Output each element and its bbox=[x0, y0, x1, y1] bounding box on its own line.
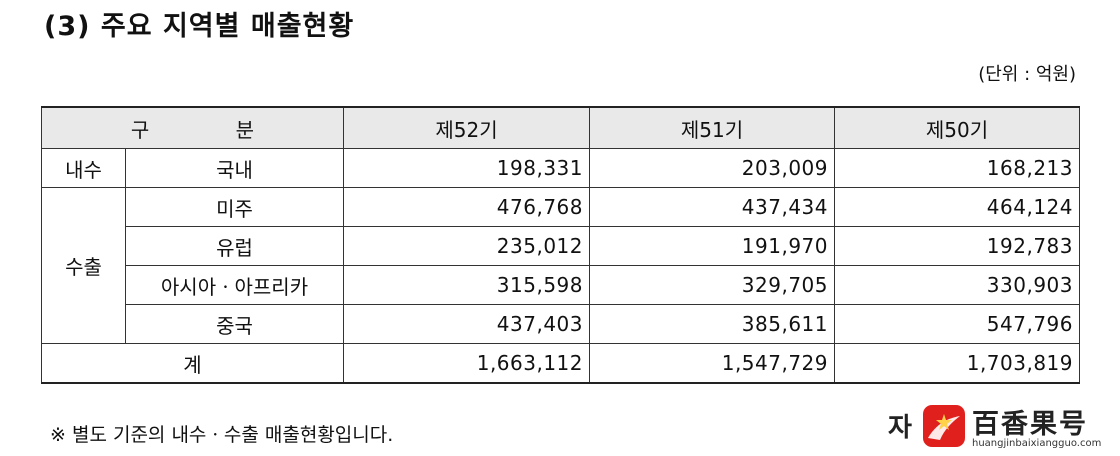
total-value: 1,663,112 bbox=[343, 343, 591, 384]
region-label: 아시아ㆍ아프리카 bbox=[124, 265, 345, 305]
table-row: 내수 국내 198,331 203,009 168,213 bbox=[41, 148, 1081, 188]
total-label: 계 bbox=[40, 343, 345, 384]
value-cell: 198,331 bbox=[343, 148, 591, 188]
table-header-row: 구 분 제52기 제51기 제50기 bbox=[40, 106, 1081, 149]
header-period-50: 제50기 bbox=[834, 106, 1081, 149]
header-period-52: 제52기 bbox=[343, 106, 591, 149]
footnote: ※ 별도 기준의 내수ㆍ수출 매출현황입니다. bbox=[50, 424, 394, 446]
total-row: 계 1,663,112 1,547,729 1,703,819 bbox=[40, 343, 1081, 384]
region-label: 유럽 bbox=[124, 226, 345, 266]
total-value: 1,547,729 bbox=[589, 343, 836, 384]
value-cell: 168,213 bbox=[834, 148, 1081, 188]
value-cell: 547,796 bbox=[834, 304, 1081, 344]
region-label: 중국 bbox=[124, 304, 345, 344]
page-title: (3) 주요 지역별 매출현황 bbox=[44, 11, 355, 42]
value-cell: 437,434 bbox=[589, 187, 836, 227]
unit-label: (단위 : 억원) bbox=[978, 64, 1076, 85]
value-cell: 464,124 bbox=[834, 187, 1081, 227]
region-label: 미주 bbox=[124, 187, 345, 227]
value-cell: 329,705 bbox=[589, 265, 836, 305]
value-cell: 437,403 bbox=[343, 304, 591, 344]
value-cell: 191,970 bbox=[589, 226, 836, 266]
value-cell: 330,903 bbox=[834, 265, 1081, 305]
header-period-51: 제51기 bbox=[589, 106, 836, 149]
watermark: 百香果号 huangjinbaixiangguo.com bbox=[914, 400, 1120, 456]
group-export: 수출 bbox=[41, 187, 126, 344]
value-cell: 192,783 bbox=[834, 226, 1081, 266]
brand-logo-icon bbox=[923, 405, 965, 447]
watermark-name: 百香果号 bbox=[972, 409, 1088, 440]
group-domestic: 내수 bbox=[41, 148, 126, 188]
table-row: 유럽 235,012 191,970 192,783 bbox=[42, 226, 1081, 266]
cropped-text-fragment: 자 bbox=[888, 413, 912, 443]
header-category: 구 분 bbox=[40, 106, 345, 149]
table-row: 아시아ㆍ아프리카 315,598 329,705 330,903 bbox=[42, 265, 1081, 305]
total-value: 1,703,819 bbox=[834, 343, 1081, 384]
value-cell: 476,768 bbox=[343, 187, 591, 227]
region-label: 국내 bbox=[124, 148, 345, 188]
value-cell: 315,598 bbox=[343, 265, 591, 305]
value-cell: 235,012 bbox=[343, 226, 591, 266]
table-row: 중국 437,403 385,611 547,796 bbox=[42, 304, 1081, 344]
table-row: 수출 미주 476,768 437,434 464,124 bbox=[41, 187, 1081, 344]
watermark-url: huangjinbaixiangguo.com bbox=[972, 438, 1102, 449]
value-cell: 385,611 bbox=[589, 304, 836, 344]
regional-sales-table: 구 분 제52기 제51기 제50기 내수 국내 198,331 203,009… bbox=[40, 106, 1081, 384]
value-cell: 203,009 bbox=[589, 148, 836, 188]
